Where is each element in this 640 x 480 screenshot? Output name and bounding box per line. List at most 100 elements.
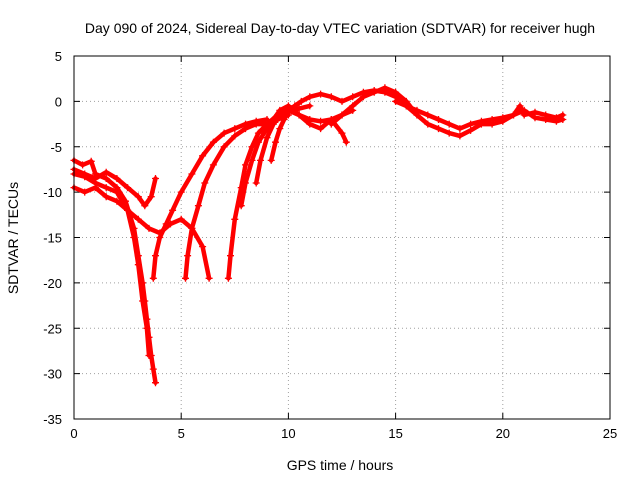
data-point	[152, 175, 159, 182]
data-point	[413, 106, 421, 114]
data-point	[327, 93, 335, 101]
data-point	[317, 90, 325, 98]
tick-labels: 0 5 10 15 20 25 5 0 -5 -10 -15 -20 -25 -30 -35	[43, 49, 617, 441]
y-tick-label: -15	[43, 231, 62, 246]
data-point	[209, 161, 217, 169]
data-point	[488, 116, 496, 123]
data-point	[224, 274, 232, 282]
series-band	[183, 112, 291, 281]
data-point	[252, 179, 260, 187]
data-point	[306, 93, 314, 101]
data-point	[194, 202, 202, 210]
plot-frame	[73, 55, 611, 420]
data-point	[349, 93, 357, 101]
data-point	[220, 143, 228, 151]
data-point	[231, 125, 239, 133]
data-point	[227, 252, 234, 260]
data-point	[248, 156, 256, 164]
data-point	[152, 379, 159, 387]
data-point	[359, 93, 367, 101]
data-point	[327, 120, 335, 128]
data-point	[145, 224, 153, 232]
data-point	[139, 297, 147, 305]
data-point	[201, 179, 209, 187]
data-point	[231, 132, 239, 140]
data-point	[134, 193, 142, 201]
data-point	[254, 138, 262, 146]
data-point	[516, 102, 524, 110]
data-point	[152, 252, 159, 260]
data-point	[169, 206, 177, 214]
data-point	[317, 117, 325, 125]
data-point	[338, 129, 346, 137]
data-point	[199, 243, 207, 251]
data-point	[520, 111, 528, 119]
data-point	[177, 215, 185, 223]
series-pass-5	[149, 116, 271, 282]
x-tick-label: 0	[70, 426, 77, 441]
data-point	[254, 129, 262, 137]
x-tick-label: 5	[178, 426, 185, 441]
series-band	[151, 117, 270, 281]
series-band	[268, 88, 420, 163]
chart-title: Day 090 of 2024, Sidereal Day-to-day VTE…	[85, 20, 595, 36]
data-point	[149, 365, 157, 373]
data-point	[102, 175, 110, 182]
series-pass-10	[267, 87, 421, 164]
data-point	[424, 120, 432, 128]
data-point	[124, 206, 132, 214]
data-point	[456, 132, 464, 140]
data-point	[209, 138, 217, 146]
data-point	[199, 152, 207, 160]
data-point	[510, 111, 517, 119]
data-point	[263, 134, 271, 142]
data-point	[102, 168, 110, 176]
y-tick-label: -20	[43, 276, 62, 291]
data-series	[70, 84, 567, 387]
data-point	[445, 129, 453, 137]
data-point	[467, 120, 475, 128]
data-point	[147, 193, 155, 201]
data-point	[276, 125, 284, 133]
series-band	[253, 108, 355, 186]
data-point	[552, 114, 560, 122]
data-point	[113, 188, 121, 196]
data-point	[162, 220, 170, 228]
data-point	[182, 274, 189, 282]
data-point	[81, 170, 89, 178]
data-point	[295, 111, 303, 119]
data-point	[130, 234, 138, 241]
data-point	[79, 161, 87, 169]
data-point	[242, 125, 249, 133]
data-point	[177, 188, 185, 196]
data-point	[381, 84, 389, 92]
data-point	[81, 188, 89, 196]
data-point	[435, 116, 442, 123]
data-point	[284, 106, 292, 114]
data-point	[424, 111, 432, 119]
data-point	[435, 125, 442, 133]
data-point	[248, 143, 256, 151]
y-tick-label: -25	[43, 321, 62, 336]
data-point	[267, 156, 275, 164]
y-tick-label: -35	[43, 412, 62, 427]
data-point	[149, 274, 157, 282]
series-band	[71, 167, 158, 208]
data-point	[306, 116, 314, 123]
data-point	[242, 179, 249, 187]
data-point	[276, 111, 284, 119]
data-point	[342, 138, 350, 146]
data-point	[306, 102, 314, 110]
x-tick-label: 15	[388, 426, 402, 441]
data-point	[237, 202, 245, 210]
data-point	[456, 125, 464, 133]
data-point	[184, 252, 192, 260]
y-tick-label: 0	[55, 94, 62, 109]
data-point	[124, 184, 132, 192]
data-point	[370, 88, 378, 96]
data-point	[156, 234, 164, 241]
data-point	[87, 157, 95, 165]
data-point	[317, 125, 325, 133]
y-axis-label: SDTVAR / TECUs	[5, 182, 21, 294]
